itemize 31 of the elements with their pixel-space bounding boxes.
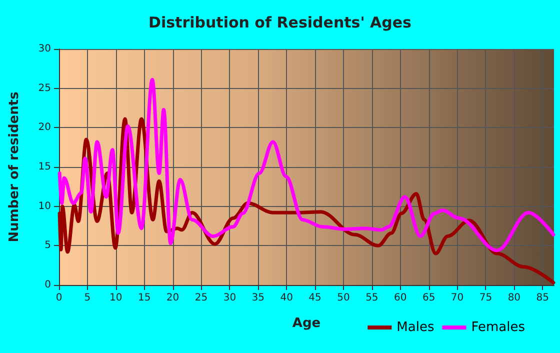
y-tick-label: 0 (44, 280, 51, 290)
y-tick-label: 30 (38, 44, 51, 54)
y-tick-label: 5 (44, 240, 51, 252)
x-tick-label: 30 (223, 292, 236, 304)
x-tick-label: 5 (84, 292, 91, 304)
y-tick-label: 25 (38, 82, 51, 94)
x-tick-label: 0 (56, 292, 62, 304)
x-tick-label: 45 (308, 292, 322, 304)
line-series (58, 78, 556, 252)
y-tick-label: 15 (38, 162, 51, 172)
x-tick-label: 35 (252, 292, 265, 304)
chart-title: Distribution of Residents' Ages (148, 14, 412, 32)
x-tick-label: 60 (394, 292, 407, 304)
legend-label: Females (471, 320, 526, 335)
x-tick-label: 25 (194, 292, 208, 304)
x-tick-label: 55 (366, 292, 378, 304)
x-tick-label: 75 (479, 292, 492, 304)
y-axis-title: Number of residents (7, 91, 22, 242)
x-tick-label: 85 (536, 292, 549, 304)
y-tick-label: 20 (38, 122, 51, 134)
x-tick-label: 20 (166, 292, 180, 304)
x-tick-label: 80 (508, 292, 521, 304)
legend-label: Males (396, 320, 434, 335)
x-tick-label: 40 (280, 292, 293, 304)
x-tick-label: 15 (138, 292, 151, 304)
x-tick-label: 50 (337, 292, 350, 304)
x-tick-label: 65 (422, 292, 436, 304)
x-tick-label: 70 (450, 292, 464, 304)
x-tick-label: 10 (110, 292, 122, 304)
y-tick-label: 10 (38, 200, 51, 212)
x-axis-title: Age (292, 316, 321, 331)
